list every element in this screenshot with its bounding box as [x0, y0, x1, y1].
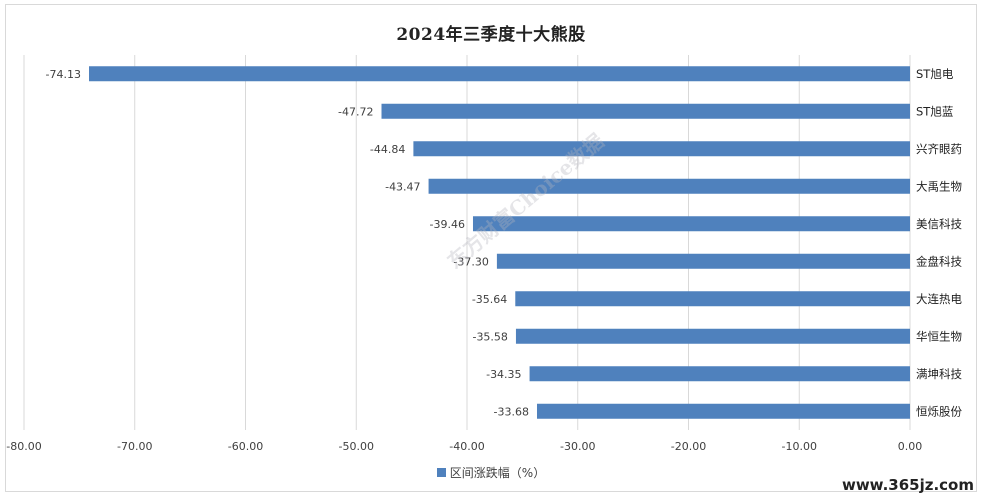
- x-tick-label: 0.00: [898, 440, 923, 453]
- value-label: -35.58: [472, 330, 507, 343]
- category-label: 兴齐眼药: [916, 142, 962, 156]
- category-label: 满坤科技: [916, 367, 962, 381]
- category-label: 恒烁股份: [916, 404, 962, 418]
- x-tick-label: -70.00: [117, 440, 152, 453]
- category-label: 美信科技: [916, 217, 962, 231]
- value-label: -47.72: [338, 105, 373, 118]
- legend-swatch: [436, 468, 446, 477]
- value-labels: -74.13 -47.72 -44.84 -43.47 -39.46 -37.30 -35.…: [46, 68, 529, 419]
- category-label: ST旭蓝: [916, 104, 953, 118]
- bar: [496, 253, 910, 269]
- category-label: ST旭电: [916, 67, 954, 81]
- legend: 区间涨跌幅（%）: [0, 464, 982, 481]
- value-label: -37.30: [453, 255, 488, 268]
- x-tick-label: -60.00: [228, 440, 263, 453]
- site-watermark: www.365jz.com: [841, 476, 974, 494]
- value-label: -33.68: [494, 405, 529, 418]
- bars: [89, 66, 911, 419]
- value-label: -39.46: [430, 218, 465, 231]
- value-label: -43.47: [385, 180, 420, 193]
- legend-label: 区间涨跌幅（%）: [449, 466, 546, 480]
- category-label: 金盘科技: [916, 254, 962, 268]
- value-label: -44.84: [370, 143, 405, 156]
- bar: [89, 66, 910, 82]
- bar: [472, 216, 910, 232]
- x-tick-label: -20.00: [671, 440, 706, 453]
- category-label: 大连热电: [916, 292, 962, 306]
- bar: [413, 141, 910, 157]
- x-tick-label: -80.00: [6, 440, 41, 453]
- x-tick-labels: -80.00 -70.00 -60.00 -50.00 -40.00 -30.00 -20.…: [6, 440, 922, 453]
- category-label: 华恒生物: [916, 329, 962, 343]
- value-label: -74.13: [46, 68, 81, 81]
- x-tick-label: -40.00: [449, 440, 484, 453]
- bar: [381, 103, 911, 119]
- bar: [515, 328, 910, 344]
- x-tick-label: -10.00: [782, 440, 817, 453]
- category-label: 大禹生物: [916, 179, 962, 193]
- bar: [529, 366, 910, 382]
- x-tick-label: -50.00: [339, 440, 374, 453]
- x-tick-label: -30.00: [560, 440, 595, 453]
- value-label: -35.64: [472, 293, 507, 306]
- chart-title: 2024年三季度十大熊股: [396, 25, 586, 45]
- bar: [536, 403, 910, 419]
- bar: [515, 291, 910, 307]
- value-label: -34.35: [486, 368, 521, 381]
- bar: [428, 178, 910, 194]
